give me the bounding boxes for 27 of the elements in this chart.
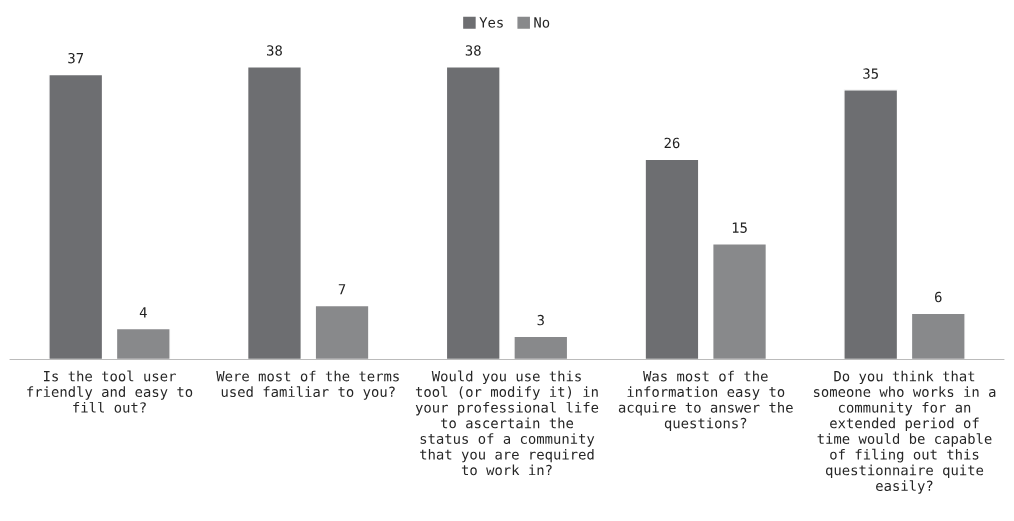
x-tick-label: Was most of the information easy to acquire to answer the questions?: [618, 370, 793, 432]
bar: [644, 158, 700, 360]
bar: [115, 327, 171, 360]
data-label: 26: [664, 137, 680, 149]
bar: [843, 89, 899, 360]
bar: [445, 66, 501, 360]
bar: [246, 66, 302, 360]
data-label: 38: [267, 45, 282, 56]
bar: [48, 73, 104, 360]
x-tick-label: Is the tool user friendly and easy to fill out?: [27, 370, 193, 413]
data-label: 38: [465, 45, 481, 56]
bar: [314, 304, 370, 360]
data-label: 4: [139, 307, 147, 318]
data-label: 37: [68, 52, 84, 64]
legend-label: Yes: [479, 17, 503, 28]
bar: [712, 243, 768, 360]
x-tick-label: Would you use this tool (or modify it) in your professional life to ascertain the status of a community that you are required to work in?: [415, 370, 599, 476]
bar: [910, 312, 966, 360]
data-label: 3: [537, 314, 544, 326]
data-label: 35: [863, 68, 878, 79]
legend-label: No: [534, 17, 550, 28]
x-tick-label: Do you think that someone who works in a community for an extended period of time would be capable of filing out this questionnaire quite easily?: [813, 370, 996, 494]
x-tick-label: Were most of the terms used familiar to you?: [216, 370, 399, 400]
bar: [513, 335, 569, 360]
data-label: 15: [732, 222, 747, 233]
data-label: 7: [338, 284, 346, 295]
data-label: 6: [935, 291, 942, 303]
